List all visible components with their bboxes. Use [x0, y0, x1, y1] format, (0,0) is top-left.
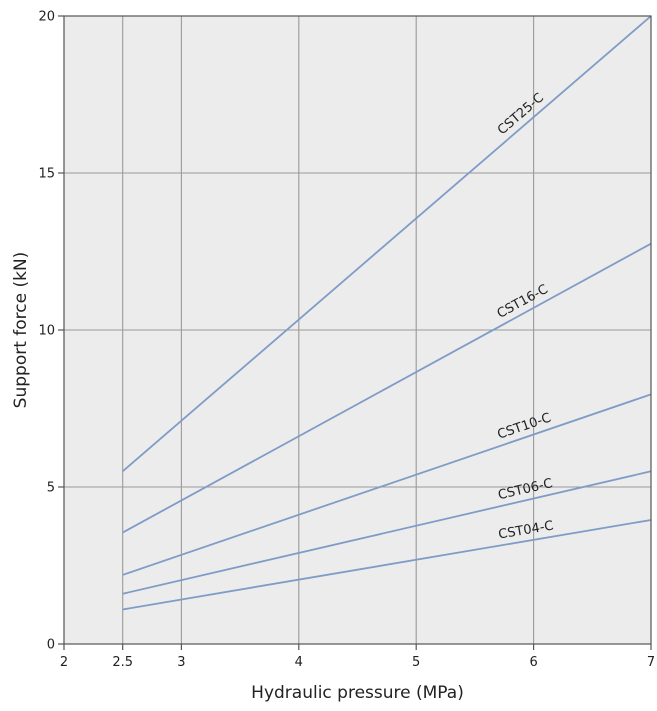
y-axis-title: Support force (kN) [11, 252, 31, 409]
x-tick-label-6: 7 [647, 655, 655, 670]
y-tick-label-3: 15 [38, 167, 55, 182]
x-tick-label-5: 6 [529, 655, 537, 670]
series-line-cst04-c [122, 519, 652, 611]
series-line-cst10-c [122, 393, 652, 576]
x-tick-label-3: 4 [295, 655, 303, 670]
series-line-cst16-c [122, 242, 652, 534]
y-tick-label-1: 5 [47, 481, 55, 496]
x-tick-label-0: 2 [60, 655, 68, 670]
series-line-cst06-c [122, 470, 652, 595]
x-tick-label-2: 3 [177, 655, 185, 670]
y-tick-label-4: 20 [38, 10, 55, 25]
series-line-cst25-c [122, 15, 652, 472]
x-axis-title: Hydraulic pressure (MPa) [251, 683, 464, 703]
y-tick-label-0: 0 [47, 638, 55, 653]
x-tick-label-1: 2.5 [112, 655, 133, 670]
x-tick-label-4: 5 [412, 655, 420, 670]
y-tick-label-2: 10 [38, 324, 55, 339]
